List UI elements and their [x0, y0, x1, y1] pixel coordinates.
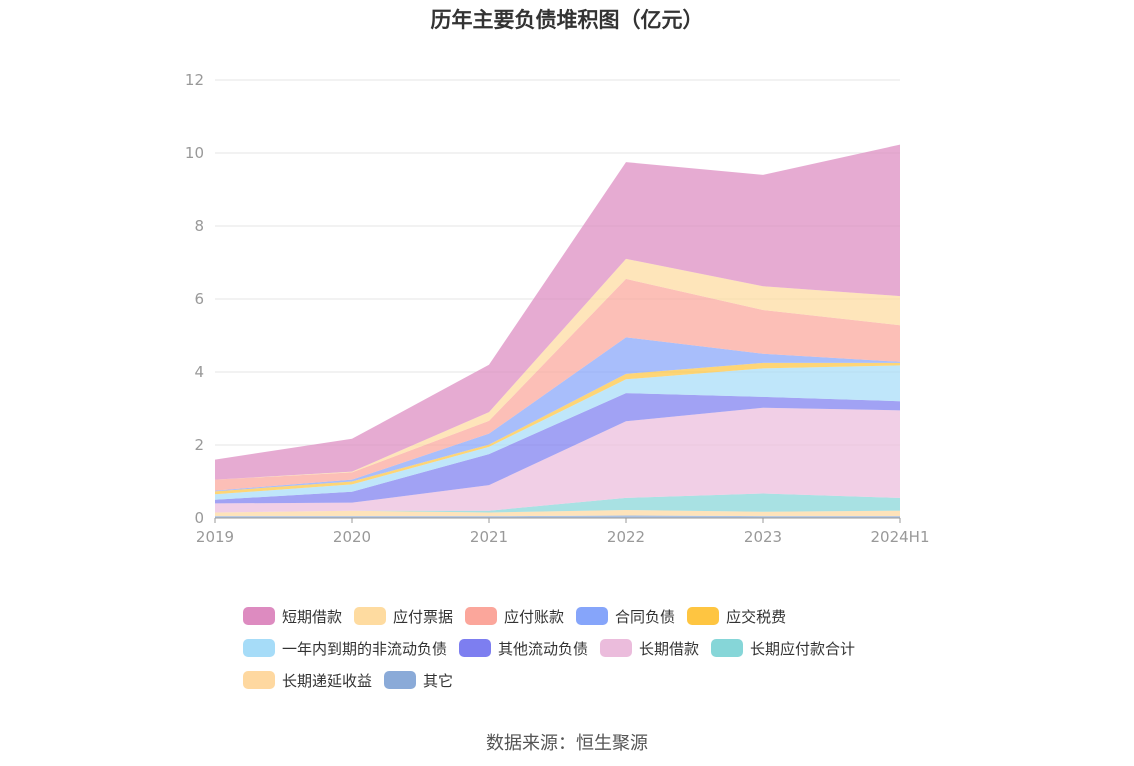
legend-item[interactable]: 其他流动负债 — [459, 638, 588, 659]
x-tick-label: 2020 — [333, 528, 371, 546]
area-series — [215, 393, 900, 504]
legend-swatch — [243, 639, 275, 657]
legend-item[interactable]: 应交税费 — [687, 606, 786, 627]
legend-label: 长期借款 — [639, 639, 700, 658]
legend-item[interactable]: 长期递延收益 — [243, 670, 372, 691]
legend-row: 短期借款 应付票据 应付账款 合同负债 应交税费 — [243, 600, 943, 632]
legend-item[interactable]: 应付票据 — [354, 606, 453, 627]
legend-swatch — [576, 607, 609, 625]
data-source: 数据来源：恒生聚源 — [486, 733, 648, 754]
legend-swatch — [243, 671, 275, 689]
legend-label: 应付账款 — [504, 607, 565, 626]
legend-swatch — [354, 607, 387, 625]
y-tick-label: 12 — [185, 71, 204, 89]
legend-label: 一年内到期的非流动负债 — [282, 639, 448, 658]
legend-swatch — [687, 607, 720, 625]
y-tick-label: 10 — [185, 144, 204, 162]
legend-label: 其它 — [423, 671, 454, 690]
legend-label: 合同负债 — [615, 607, 676, 626]
area-series — [215, 144, 900, 480]
legend-row: 一年内到期的非流动负债 其他流动负债 长期借款 长期应付款合计 — [243, 632, 943, 664]
area-series — [215, 278, 900, 491]
y-tick-label: 4 — [194, 363, 204, 381]
area-series — [215, 407, 900, 513]
x-tick-label: 2022 — [607, 528, 645, 546]
legend-swatch — [465, 607, 498, 625]
legend-label: 应付票据 — [393, 607, 454, 626]
legend-item[interactable]: 合同负债 — [576, 606, 675, 627]
legend-item[interactable]: 其它 — [384, 670, 453, 691]
legend-swatch — [384, 671, 417, 689]
legend-item[interactable]: 长期应付款合计 — [711, 638, 855, 659]
legend-label: 长期递延收益 — [282, 671, 373, 690]
y-tick-label: 6 — [194, 290, 204, 308]
area-series — [215, 509, 900, 517]
y-tick-label: 8 — [194, 217, 204, 235]
legend-item[interactable]: 长期借款 — [600, 638, 699, 659]
x-tick-label: 2024H1 — [871, 528, 930, 546]
legend-item[interactable]: 一年内到期的非流动负债 — [243, 638, 447, 659]
legend-swatch — [243, 607, 275, 625]
legend-label: 应交税费 — [726, 607, 787, 626]
y-tick-label: 0 — [194, 509, 204, 527]
legend-row: 长期递延收益 其它 — [243, 664, 943, 696]
area-series — [215, 493, 900, 513]
x-tick-label: 2021 — [470, 528, 508, 546]
x-tick-label: 2019 — [196, 528, 234, 546]
legend-item[interactable]: 短期借款 — [243, 606, 342, 627]
chart-legend: 短期借款 应付票据 应付账款 合同负债 应交税费一年内到期的非流动负债 其他流动负债 长期借… — [243, 600, 943, 696]
legend-swatch — [711, 639, 744, 657]
area-series — [215, 365, 900, 500]
legend-label: 短期借款 — [282, 607, 343, 626]
y-tick-label: 2 — [194, 436, 204, 454]
area-series — [215, 515, 900, 518]
x-tick-label: 2023 — [744, 528, 782, 546]
legend-swatch — [459, 639, 492, 657]
chart-title: 历年主要负债堆积图（亿元） — [430, 8, 704, 32]
legend-swatch — [600, 639, 633, 657]
legend-item[interactable]: 应付账款 — [465, 606, 564, 627]
legend-label: 长期应付款合计 — [750, 639, 856, 658]
legend-label: 其他流动负债 — [498, 639, 589, 658]
